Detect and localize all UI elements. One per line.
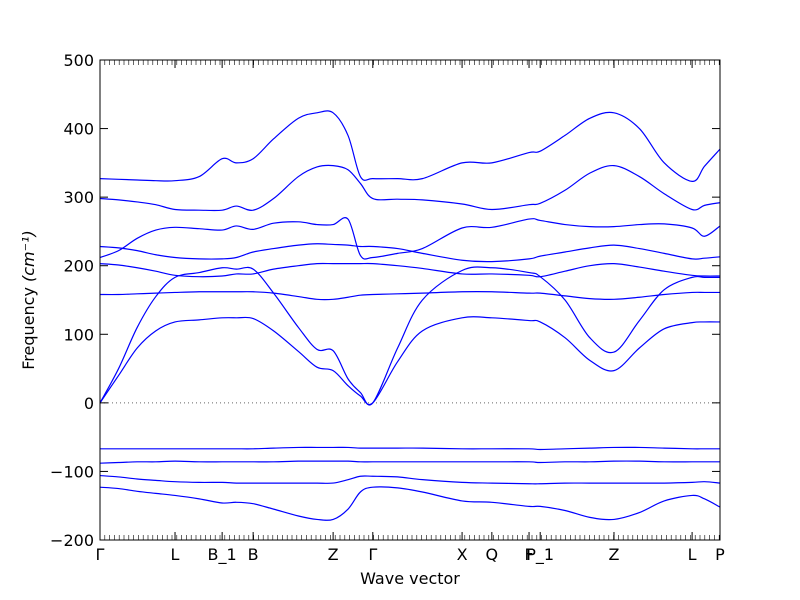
x-tick-label: L — [688, 545, 697, 564]
band-line-7 — [99, 290, 720, 301]
y-axis-title: Frequency (cm⁻¹) — [19, 230, 38, 369]
x-tick-label: P_1 — [526, 545, 554, 565]
band-line-8 — [99, 316, 721, 406]
y-tick-label: −100 — [50, 462, 94, 481]
y-tick-labels: −200 −100 0 100 200 300 400 500 — [50, 51, 94, 550]
x-tick-label: X — [457, 545, 468, 564]
x-tick-label: L — [171, 545, 180, 564]
x-tick-label: Γ — [96, 545, 105, 564]
band-line-9 — [100, 446, 720, 451]
x-tick-label: B_1 — [208, 545, 237, 565]
band-line-5 — [99, 262, 721, 278]
y-tick-label: −200 — [50, 531, 94, 550]
x-tick-label: Z — [328, 545, 339, 564]
y-tick-label: 0 — [84, 394, 94, 413]
plot-frame — [99, 59, 721, 541]
y-axis-title-text: Frequency — [19, 287, 38, 370]
y-axis-title-unit: (cm⁻¹) — [19, 230, 38, 282]
x-axis-title: Wave vector — [360, 569, 460, 588]
y-tick-label: 500 — [63, 51, 94, 70]
band-line-4 — [99, 243, 721, 263]
y-tick-label: 400 — [63, 120, 94, 139]
y-tick-label: 200 — [63, 257, 94, 276]
x-tick-label: F — [524, 545, 533, 564]
x-tick-label: Γ — [368, 545, 377, 564]
band-line-10 — [99, 460, 720, 464]
band-line-3 — [99, 217, 721, 260]
x-tick-label: B — [248, 545, 259, 564]
band-line-2 — [99, 164, 721, 212]
x-tick-label: Z — [608, 545, 619, 564]
x-tick-labels: Γ L B_1 B Z Γ X Q FP_1 Z L P — [96, 545, 726, 565]
band-line-11 — [99, 474, 721, 485]
x-tick-label: P — [715, 545, 725, 564]
y-tick-label: 300 — [63, 188, 94, 207]
series-group — [99, 110, 721, 521]
band-line-1 — [99, 110, 721, 182]
y-tick-label: 100 — [63, 325, 94, 344]
band-line-12 — [99, 486, 721, 521]
x-tick-label: Q — [486, 545, 499, 564]
